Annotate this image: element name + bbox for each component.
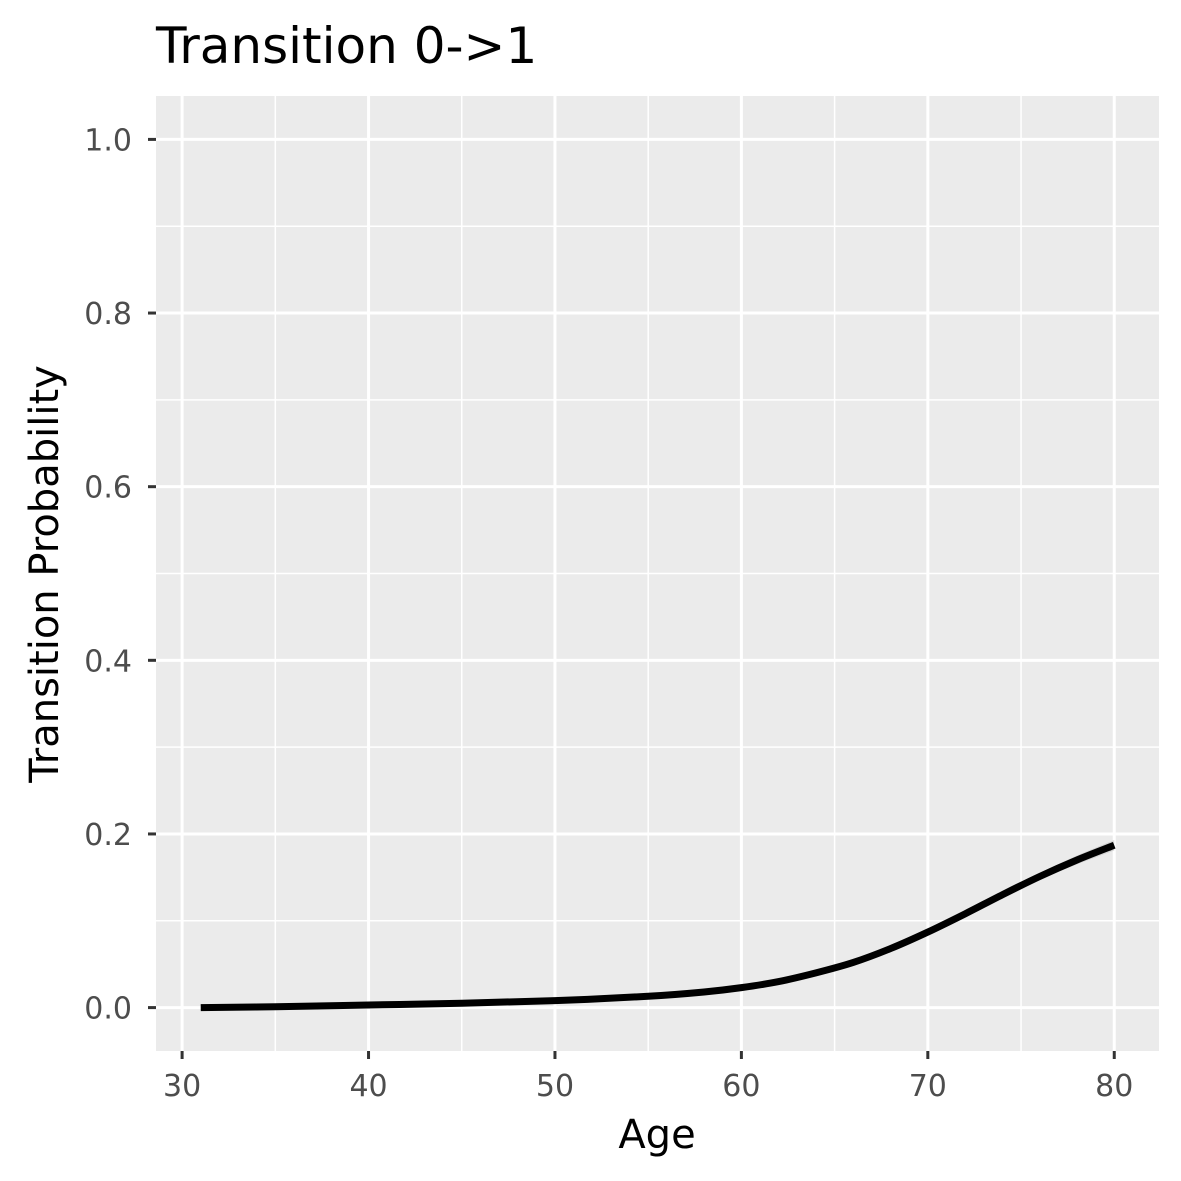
y-tick-label: 0.2 — [84, 818, 132, 853]
y-tick-label: 0.8 — [84, 297, 132, 332]
probability-line — [200, 841, 1116, 1012]
y-tick-label: 0.4 — [84, 644, 132, 679]
chart-title: Transition 0->1 — [155, 17, 537, 75]
y-tick-label: 1.0 — [84, 123, 132, 158]
x-tick-label: 30 — [163, 1069, 201, 1104]
y-axis: 0.0 0.2 0.4 0.6 0.8 1.0 — [84, 123, 156, 1027]
x-tick-label: 60 — [722, 1069, 760, 1104]
x-tick-label: 70 — [909, 1069, 947, 1104]
y-axis-title: Transition Probability — [22, 365, 68, 784]
x-tick-label: 40 — [349, 1069, 387, 1104]
x-axis-title: Age — [618, 1112, 695, 1158]
minor-gridlines — [156, 96, 1159, 1051]
x-tick-label: 50 — [536, 1069, 574, 1104]
x-tick-label: 80 — [1095, 1069, 1133, 1104]
y-tick-label: 0.0 — [84, 992, 132, 1027]
x-axis: 30 40 50 60 70 80 — [163, 1051, 1133, 1104]
y-tick-label: 0.6 — [84, 471, 132, 506]
major-gridlines — [156, 96, 1159, 1051]
